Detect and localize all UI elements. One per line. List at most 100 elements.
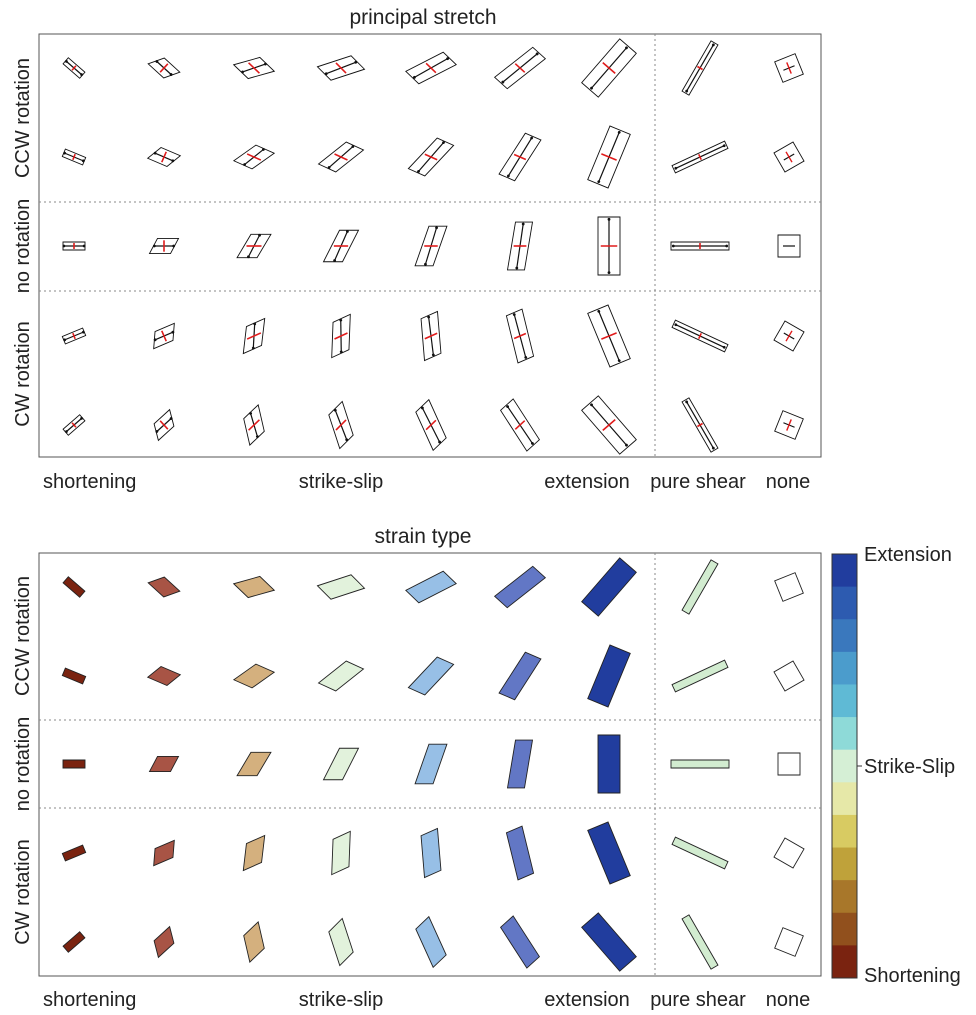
strain-glyph bbox=[581, 38, 637, 98]
row-label-ccw-rotation: CCW rotation bbox=[12, 58, 34, 178]
strain-outline bbox=[597, 216, 621, 276]
strain-glyph bbox=[774, 927, 804, 957]
strain-glyph bbox=[62, 241, 86, 251]
strain-glyph bbox=[597, 734, 621, 794]
strain-glyph bbox=[405, 570, 457, 604]
strain-glyph bbox=[581, 912, 637, 972]
strain-outline bbox=[506, 221, 534, 271]
strain-glyph bbox=[498, 651, 542, 701]
strain-shape bbox=[581, 912, 637, 972]
strain-outline bbox=[777, 234, 801, 258]
strain-outline bbox=[146, 146, 182, 168]
short-axis-arrow bbox=[514, 63, 526, 73]
row-label-no-rotation: no rotation bbox=[12, 717, 34, 812]
strain-glyph bbox=[493, 565, 547, 609]
strain-shape bbox=[671, 836, 729, 870]
strain-shape bbox=[777, 752, 801, 776]
arrow-head bbox=[685, 400, 689, 404]
arrow-head bbox=[62, 244, 66, 248]
strain-outline bbox=[671, 319, 729, 353]
strain-outline bbox=[414, 225, 448, 267]
strain-glyph bbox=[153, 408, 175, 442]
short-axis-arrow bbox=[425, 62, 437, 74]
arrow-head bbox=[597, 180, 601, 184]
strain-shape bbox=[331, 830, 351, 876]
short-axis-arrow bbox=[785, 330, 793, 342]
strain-outline bbox=[671, 140, 729, 174]
arrow-head bbox=[155, 430, 159, 433]
strain-outline bbox=[499, 398, 541, 452]
strain-outline bbox=[405, 51, 457, 85]
strain-glyph bbox=[62, 759, 86, 769]
arrow-head bbox=[80, 416, 84, 420]
strain-shape bbox=[61, 667, 87, 685]
arrow-head bbox=[264, 62, 267, 66]
strain-outline bbox=[498, 132, 542, 182]
arrow-head bbox=[172, 244, 176, 248]
strain-glyph bbox=[153, 839, 175, 867]
strain-glyph bbox=[774, 410, 804, 440]
short-axis-arrow bbox=[786, 419, 792, 431]
strain-glyph bbox=[147, 576, 181, 598]
short-axis-arrow bbox=[335, 419, 347, 431]
arrow-head bbox=[674, 323, 678, 327]
colorbar-cell bbox=[832, 847, 857, 881]
strain-shape bbox=[328, 917, 354, 967]
strain-outline bbox=[316, 55, 366, 81]
arrow-head bbox=[243, 163, 246, 166]
arrow-head bbox=[685, 89, 689, 93]
arrow-head bbox=[617, 130, 621, 134]
strain-glyph bbox=[232, 663, 276, 689]
strain-glyph bbox=[587, 304, 631, 368]
colorbar-cell bbox=[832, 554, 857, 588]
arrow-head bbox=[530, 136, 534, 140]
strain-glyph bbox=[331, 830, 351, 876]
strain-glyph bbox=[498, 132, 542, 182]
strain-outline bbox=[581, 38, 637, 98]
row-label-no-rotation: no rotation bbox=[12, 199, 34, 294]
short-axis-arrow bbox=[246, 153, 262, 161]
short-axis-arrow bbox=[697, 422, 703, 428]
row-label-cw-rotation: CW rotation bbox=[12, 839, 34, 945]
short-axis-arrow bbox=[786, 62, 792, 74]
arrow-head bbox=[153, 338, 157, 342]
arrow-head bbox=[607, 217, 611, 221]
strain-shape bbox=[243, 921, 265, 963]
strain-glyph bbox=[773, 320, 805, 352]
strain-glyph bbox=[671, 659, 729, 693]
arrow-head bbox=[625, 46, 628, 50]
short-axis-arrow bbox=[246, 332, 262, 340]
arrow-head bbox=[535, 52, 539, 56]
arrow-head bbox=[590, 86, 593, 90]
strain-shape bbox=[597, 734, 621, 794]
strain-glyph bbox=[62, 931, 86, 953]
strain-shape bbox=[242, 834, 266, 872]
arrow-head bbox=[446, 57, 450, 61]
strain-glyph bbox=[317, 141, 365, 173]
strain-outline bbox=[681, 40, 719, 96]
arrow-head bbox=[169, 73, 173, 76]
arrow-head bbox=[262, 148, 265, 151]
strain-glyph bbox=[681, 559, 719, 615]
arrow-head bbox=[674, 166, 678, 170]
column-label-pure-shear: pure shear bbox=[650, 989, 746, 1011]
strain-glyph bbox=[420, 827, 442, 879]
strain-outline bbox=[148, 237, 180, 255]
strain-outline bbox=[670, 241, 730, 251]
strain-glyph bbox=[61, 844, 87, 862]
arrow-head bbox=[521, 222, 525, 226]
short-axis-arrow bbox=[161, 330, 167, 342]
strain-glyph bbox=[62, 576, 86, 598]
strain-glyph bbox=[499, 915, 541, 969]
strain-glyph bbox=[773, 660, 805, 692]
strain-glyph bbox=[62, 57, 86, 79]
strain-glyph bbox=[232, 144, 276, 170]
strain-shape bbox=[148, 755, 180, 773]
strain-glyph bbox=[671, 319, 729, 353]
arrow-head bbox=[241, 70, 244, 74]
strain-glyph bbox=[505, 308, 535, 364]
strain-glyph bbox=[774, 53, 804, 83]
strain-glyph bbox=[328, 400, 354, 450]
arrow-head bbox=[333, 259, 336, 262]
arrow-head bbox=[171, 159, 175, 163]
